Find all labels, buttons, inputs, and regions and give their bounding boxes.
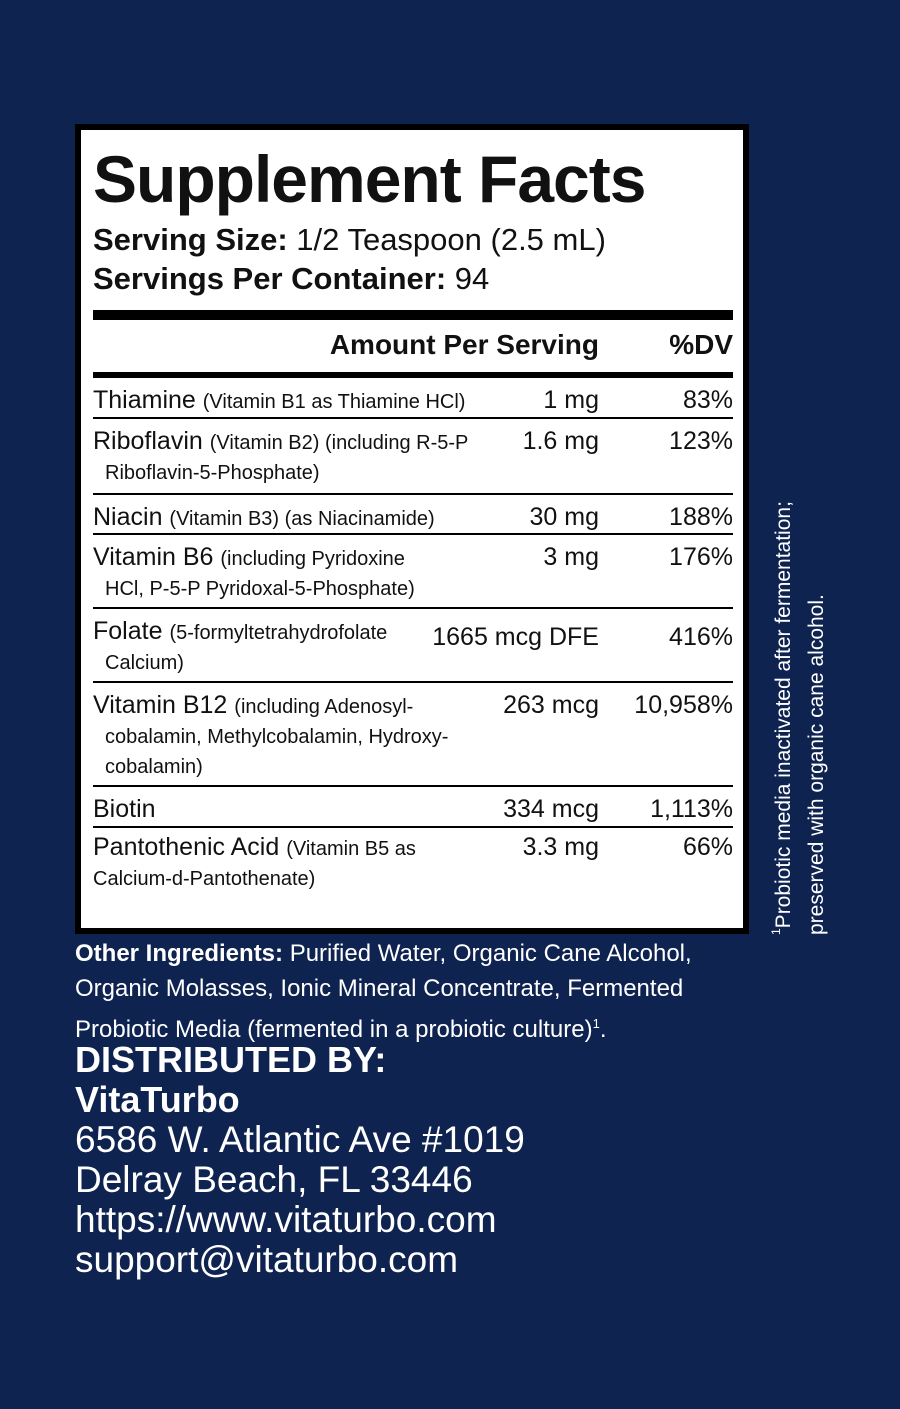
nutrient-amount: 30 mg [529,503,599,531]
header-dv: %DV [669,329,733,360]
table-row: Vitamin B12 (including Adenosyl-cobalami… [93,683,733,787]
other-ingredients: Other Ingredients: Purified Water, Organ… [75,936,765,1047]
ingredients-label: Other Ingredients: [75,940,284,967]
website-link[interactable]: https://www.vitaturbo.com [75,1199,497,1240]
ingredients-footnote-marker: 1 [592,1016,600,1031]
nutrient-detail: (5-formyltetrahydrofolate [169,622,388,644]
nutrient-amount: 3.3 mg [522,833,599,861]
servings-per-container: Servings Per Container: 94 [93,259,733,298]
address-line-2: Delray Beach, FL 33446 [75,1159,473,1200]
nutrient-name: Folate [93,617,170,645]
footnote-line-1: 1Probiotic media inactivated after ferme… [760,365,800,935]
nutrient-amount: 1 mg [543,386,599,414]
supplement-facts-panel: Supplement Facts Serving Size: 1/2 Teasp… [75,124,749,934]
facts-title: Supplement Facts [93,142,646,216]
nutrient-detail: (including Adenosyl- [234,696,414,718]
servings-label: Servings Per Container: [93,261,447,296]
nutrient-rows: Thiamine (Vitamin B1 as Thiamine HCl) 1 … [93,378,733,900]
nutrient-detail-cont: Calcium) [105,652,184,674]
nutrient-name: Biotin [93,795,156,823]
nutrient-dv: 10,958% [634,691,733,719]
nutrient-name: Riboflavin [93,427,210,455]
nutrient-amount: 1.6 mg [522,427,599,455]
nutrient-name: Pantothenic Acid [93,833,287,861]
nutrient-dv: 1,113% [650,795,733,823]
nutrient-detail-cont: Calcium-d-Pantothenate) [93,868,316,890]
nutrient-dv: 123% [669,427,733,455]
nutrient-amount: 334 mcg [503,795,599,823]
nutrient-detail: (Vitamin B1 as Thiamine HCl) [202,391,466,413]
company-name: VitaTurbo [75,1079,240,1120]
nutrient-detail-cont: cobalamin) [105,756,203,778]
nutrient-amount: 3 mg [543,543,599,571]
nutrient-detail: (Vitamin B2) (including R-5-P [209,432,469,454]
ingredients-text: Purified Water, Organic Cane Alcohol, Or… [75,940,692,1043]
nutrient-dv: 176% [669,543,733,571]
serving-size-label: Serving Size: [93,222,288,257]
thick-divider [93,310,733,320]
nutrient-detail-cont: Riboflavin-5-Phosphate) [105,462,320,484]
nutrient-name: Thiamine [93,386,203,414]
nutrient-detail: (including Pyridoxine [220,548,405,570]
nutrient-dv: 416% [669,623,733,651]
nutrient-name: Vitamin B6 [93,543,221,571]
serving-size: Serving Size: 1/2 Teaspoon (2.5 mL) [93,220,733,259]
nutrient-detail: (Vitamin B5 as [286,838,416,860]
nutrient-detail: (Vitamin B3) (as Niacinamide) [169,508,435,530]
address-line-1: 6586 W. Atlantic Ave #1019 [75,1119,525,1160]
side-footnote: 1Probiotic media inactivated after ferme… [760,365,832,935]
nutrient-amount: 263 mcg [503,691,599,719]
footnote-marker: 1 [769,928,783,935]
footnote-text-1: Probiotic media inactivated after fermen… [772,501,795,929]
table-row: Thiamine (Vitamin B1 as Thiamine HCl) 1 … [93,378,733,419]
footnote-line-2: preserved with organic cane alcohol. [805,594,828,935]
table-row: Folate (5-formyltetrahydrofolate Calcium)… [93,609,733,683]
serving-size-value: 1/2 Teaspoon (2.5 mL) [287,222,606,257]
table-row: Pantothenic Acid (Vitamin B5 as Calcium-d… [93,828,733,900]
nutrient-detail-cont: cobalamin, Methylcobalamin, Hydroxy- [105,726,449,748]
nutrient-detail-cont: HCl, P-5-P Pyridoxal-5-Phosphate) [105,578,415,600]
nutrient-dv: 188% [669,503,733,531]
table-header: Amount Per Serving %DV [93,320,733,370]
table-row: Biotin 334 mcg 1,113% [93,787,733,828]
table-row: Vitamin B6 (including Pyridoxine HCl, P-5… [93,535,733,609]
medium-divider [93,372,733,378]
table-row: Riboflavin (Vitamin B2) (including R-5-P… [93,419,733,495]
nutrient-dv: 66% [682,833,733,861]
nutrient-name: Vitamin B12 [93,691,235,719]
nutrient-dv: 83% [682,386,733,414]
servings-value: 94 [446,261,490,296]
ingredients-end: . [599,1016,607,1043]
email-link[interactable]: support@vitaturbo.com [75,1239,459,1280]
nutrient-amount: 1665 mcg DFE [432,623,599,651]
nutrient-name: Niacin [93,503,170,531]
distributor-heading: DISTRIBUTED BY: [75,1039,387,1080]
distributor-block: DISTRIBUTED BY: VitaTurbo 6586 W. Atlant… [75,1040,775,1280]
table-row: Niacin (Vitamin B3) (as Niacinamide) 30 … [93,495,733,535]
header-amount: Amount Per Serving [329,329,599,360]
